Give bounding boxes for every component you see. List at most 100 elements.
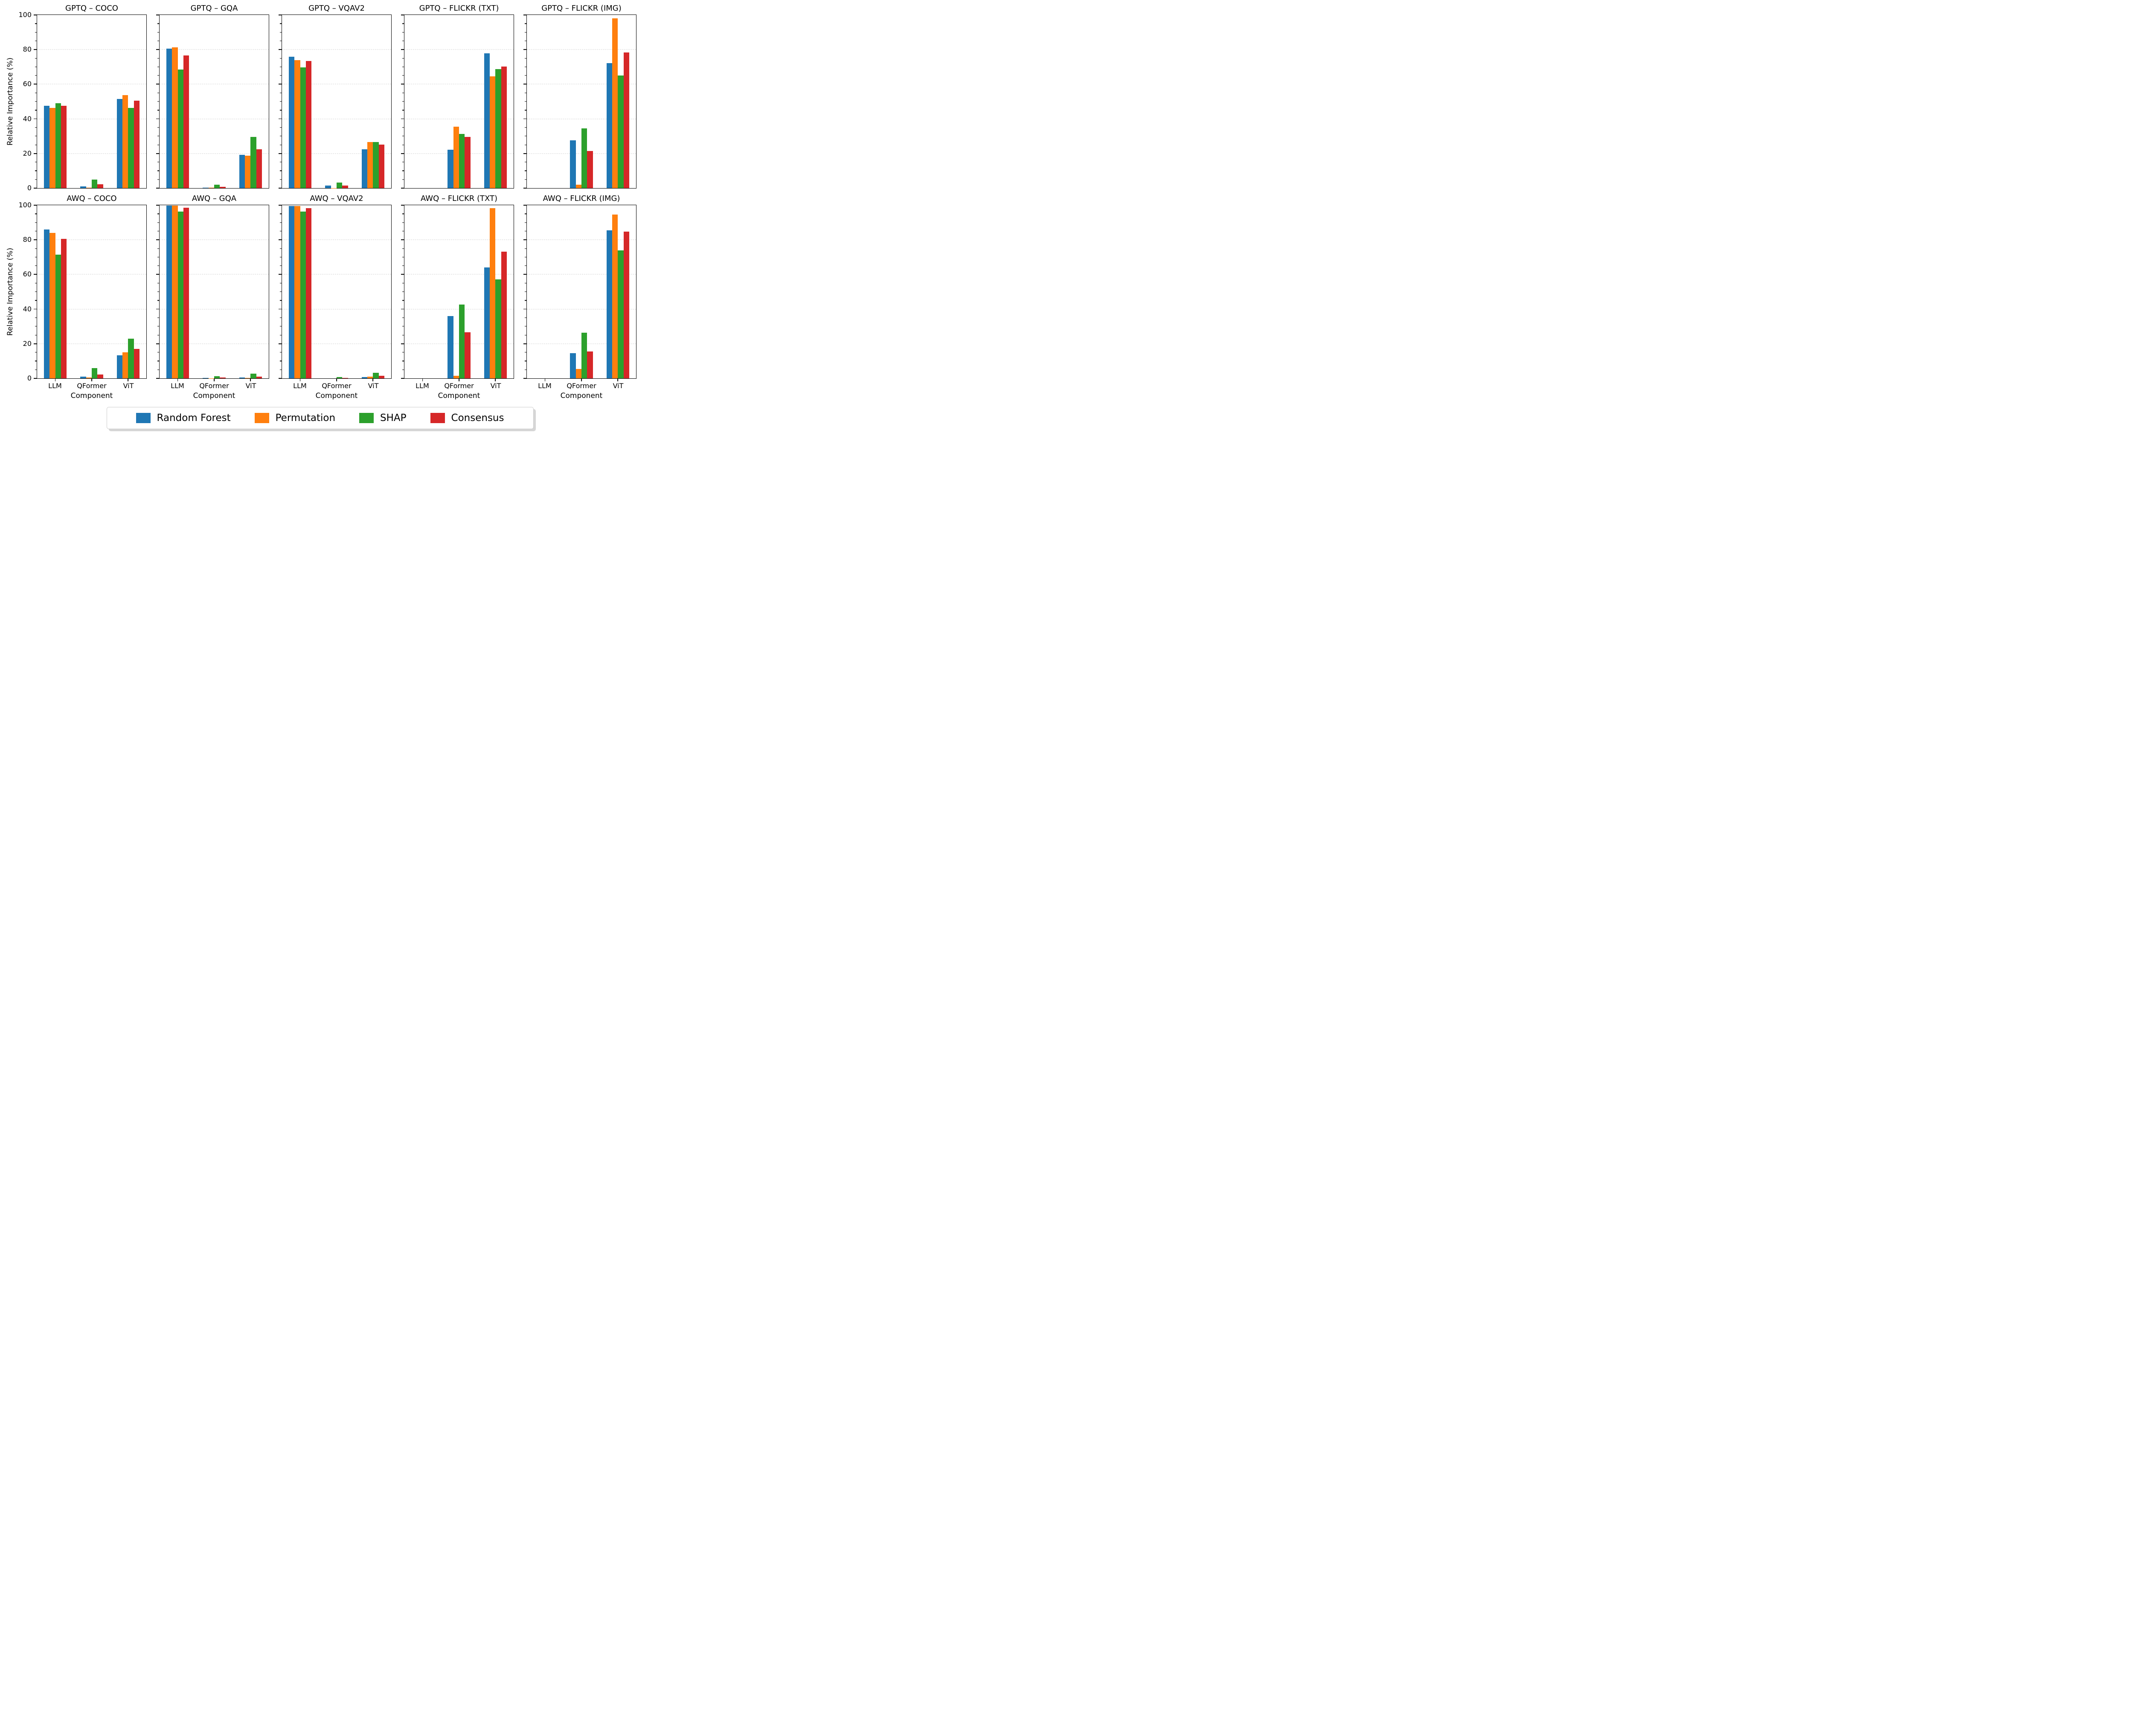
bar-random-forest-llm xyxy=(44,106,50,188)
legend-swatch-permutation xyxy=(254,413,269,423)
y-tick-label-0: 0 xyxy=(27,184,32,192)
bar-permutation-llm xyxy=(172,206,178,378)
bar-consensus-qformer xyxy=(587,151,593,188)
x-tick-qformer xyxy=(214,378,215,381)
bar-permutation-llm xyxy=(294,60,300,188)
y-major-tick xyxy=(279,274,282,275)
y-minor-tick xyxy=(402,369,404,370)
plot-area xyxy=(401,205,514,381)
bar-random-forest-vit xyxy=(116,355,122,378)
y-minor-tick xyxy=(157,300,159,301)
bar-permutation-vit xyxy=(122,95,128,188)
bar-shap-llm xyxy=(177,211,183,378)
y-minor-tick xyxy=(35,23,37,24)
bar-shap-qformer xyxy=(214,376,220,378)
y-minor-tick xyxy=(525,317,526,318)
x-tick-llm xyxy=(55,378,56,381)
subplot-title: AWQ – VQAV2 xyxy=(310,194,363,203)
y-minor-tick xyxy=(280,326,282,327)
gridline-80 xyxy=(160,49,269,50)
y-major-tick xyxy=(401,239,404,241)
legend-item-permutation: Permutation xyxy=(254,412,336,424)
legend-label-permutation: Permutation xyxy=(275,412,336,424)
x-tick-label-llm: LLM xyxy=(293,382,307,390)
bar-permutation-llm xyxy=(172,47,178,188)
y-major-tick xyxy=(523,378,526,379)
y-minor-tick xyxy=(525,222,526,223)
bar-shap-qformer xyxy=(337,182,343,188)
bar-shap-llm xyxy=(55,103,61,188)
legend: Random Forest Permutation SHAP Consensus xyxy=(106,407,534,429)
x-tick-label-vit: ViT xyxy=(368,382,379,390)
bar-permutation-qformer xyxy=(453,375,459,378)
bar-random-forest-llm xyxy=(166,205,172,378)
bar-random-forest-llm xyxy=(166,49,172,188)
bar-consensus-vit xyxy=(378,144,384,188)
y-minor-tick xyxy=(157,222,159,223)
y-minor-tick xyxy=(280,369,282,370)
legend-label-consensus: Consensus xyxy=(451,412,504,424)
subplot-title: AWQ – COCO xyxy=(67,194,117,203)
x-tick-qformer xyxy=(91,378,92,381)
subplot-awq-flickr-img: AWQ – FLICKR (IMG) LLM QFormer ViT Compo… xyxy=(523,194,636,400)
x-tick-vit xyxy=(495,378,496,381)
y-minor-tick xyxy=(35,127,37,128)
y-tick-label-60: 60 xyxy=(23,80,32,88)
legend-item-random-forest: Random Forest xyxy=(136,412,231,424)
y-minor-tick xyxy=(402,179,404,180)
x-tick-label-qformer: QFormer xyxy=(567,382,596,390)
y-major-tick xyxy=(401,205,404,206)
y-major-tick xyxy=(34,153,37,154)
y-minor-tick xyxy=(280,265,282,266)
y-major-tick xyxy=(523,49,526,50)
x-tick-label-qformer: QFormer xyxy=(322,382,352,390)
subplot-gptq-coco: GPTQ – COCO 0 20 40 60 80 100 xyxy=(18,3,147,192)
bar-shap-qformer xyxy=(581,128,587,188)
bar-shap-vit xyxy=(618,250,624,378)
y-major-tick xyxy=(523,239,526,241)
y-minor-tick xyxy=(157,248,159,249)
y-minor-tick xyxy=(525,179,526,180)
y-major-tick xyxy=(401,153,404,154)
y-minor-tick xyxy=(402,300,404,301)
plot-area xyxy=(523,205,636,381)
y-minor-tick xyxy=(157,326,159,327)
x-tick-labels: LLM QFormer ViT xyxy=(282,379,392,390)
y-minor-tick xyxy=(35,300,37,301)
bar-shap-qformer xyxy=(459,134,465,188)
legend-item-consensus: Consensus xyxy=(430,412,504,424)
x-tick-llm xyxy=(422,378,423,381)
bar-consensus-vit xyxy=(501,66,507,188)
x-tick-llm xyxy=(544,378,546,381)
x-tick-vit xyxy=(372,378,374,381)
y-major-tick xyxy=(34,343,37,344)
subplot-row-gptq: GPTQ – COCO 0 20 40 60 80 100 GPTQ – GQA GPTQ… xyxy=(18,3,640,192)
bar-consensus-llm xyxy=(61,105,67,188)
y-minor-tick xyxy=(525,265,526,266)
y-tick-label-20: 20 xyxy=(23,149,32,157)
y-minor-tick xyxy=(157,179,159,180)
y-minor-tick xyxy=(525,300,526,301)
gridline-80 xyxy=(404,49,514,50)
y-minor-tick xyxy=(157,265,159,266)
subplot-row-awq: AWQ – COCO 0 20 40 60 80 100 LLM QFormer ViT … xyxy=(18,194,640,400)
y-major-tick xyxy=(523,274,526,275)
y-minor-tick xyxy=(402,23,404,24)
bar-permutation-vit xyxy=(612,18,618,188)
x-tick-label-vit: ViT xyxy=(245,382,256,390)
bar-permutation-qformer xyxy=(575,185,581,188)
y-minor-tick xyxy=(35,101,37,102)
x-axis-label: Component xyxy=(193,392,235,400)
bar-random-forest-vit xyxy=(239,154,245,188)
y-major-tick xyxy=(156,343,159,344)
bar-consensus-qformer xyxy=(465,332,471,378)
subplot-gptq-gqa: GPTQ – GQA xyxy=(156,3,269,189)
y-minor-tick xyxy=(280,179,282,180)
y-major-tick xyxy=(279,343,282,344)
x-axis-label: Component xyxy=(438,392,480,400)
x-tick-llm xyxy=(177,378,178,381)
bar-shap-qformer xyxy=(459,304,465,378)
y-minor-tick xyxy=(525,127,526,128)
y-tick-label-80: 80 xyxy=(23,45,32,54)
x-tick-qformer xyxy=(581,378,582,381)
